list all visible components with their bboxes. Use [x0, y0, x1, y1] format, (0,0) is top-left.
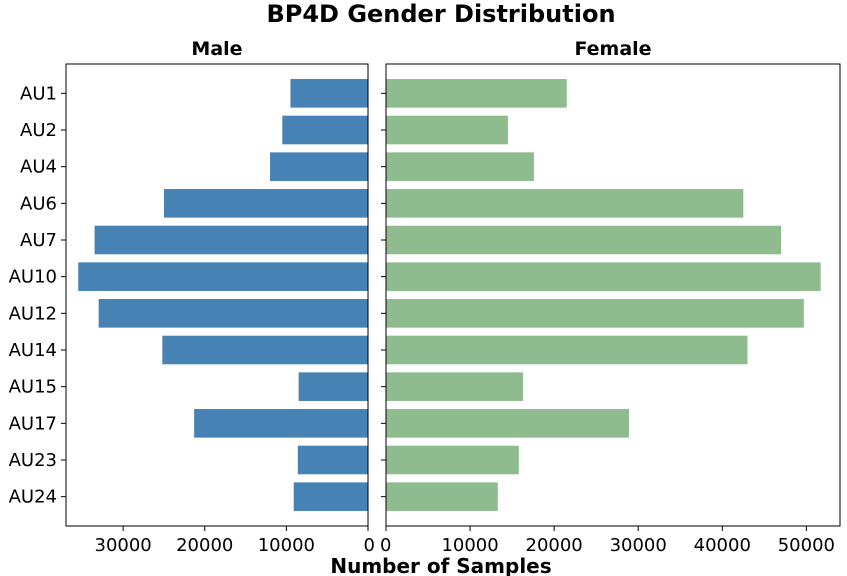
- y-tick-label-au1: AU1: [20, 83, 57, 104]
- y-tick-label-au17: AU17: [9, 413, 57, 434]
- x-axis-label: Number of Samples: [330, 554, 551, 576]
- female-plot-frame: [385, 63, 841, 527]
- y-tick-label-au14: AU14: [9, 340, 57, 361]
- male-plot-frame: [65, 63, 369, 527]
- male-bar-au12: [98, 299, 368, 328]
- male-bar-au6: [163, 189, 368, 218]
- male-panel-title: Male: [191, 38, 242, 60]
- y-tick-label-au4: AU4: [20, 157, 57, 178]
- male-bar-au7: [94, 225, 368, 255]
- female-bar-au6: [386, 189, 744, 218]
- male-bar-au23: [297, 445, 368, 475]
- female-bar-au2: [386, 115, 508, 145]
- female-bar-au12: [386, 299, 804, 328]
- female-bar-au17: [386, 409, 629, 438]
- y-tick-label-au10: AU10: [9, 267, 57, 288]
- female-bar-au4: [386, 152, 534, 181]
- chart-title: BP4D Gender Distribution: [266, 0, 615, 28]
- male-x-tick-label: 0: [364, 535, 375, 556]
- male-bar-au24: [293, 482, 368, 511]
- female-bar-au7: [386, 225, 782, 255]
- y-tick-label-au12: AU12: [9, 303, 57, 324]
- female-x-tick-label: 20000: [526, 535, 583, 556]
- female-x-tick-label: 30000: [610, 535, 667, 556]
- male-bar-au2: [282, 115, 368, 145]
- y-tick-label-au2: AU2: [20, 120, 57, 141]
- female-bar-au14: [386, 335, 748, 365]
- y-tick-label-au7: AU7: [20, 230, 57, 251]
- y-tick-label-au24: AU24: [9, 487, 57, 508]
- female-bar-au10: [386, 262, 821, 291]
- female-x-tick-label: 50000: [778, 535, 835, 556]
- female-bar-au23: [386, 445, 519, 475]
- male-bar-au1: [290, 79, 368, 108]
- female-x-tick-label: 40000: [694, 535, 751, 556]
- female-x-tick-label: 10000: [441, 535, 498, 556]
- female-x-tick-label: 0: [380, 535, 391, 556]
- female-bar-au15: [386, 372, 524, 401]
- male-x-tick-label: 30000: [95, 535, 152, 556]
- female-bar-au1: [386, 79, 567, 108]
- male-bar-au17: [194, 409, 368, 438]
- y-tick-label-au6: AU6: [20, 193, 57, 214]
- male-bar-au14: [162, 335, 368, 365]
- male-x-tick-label: 10000: [258, 535, 315, 556]
- male-bar-au15: [298, 372, 368, 401]
- male-x-tick-label: 20000: [176, 535, 233, 556]
- y-tick-label-au15: AU15: [9, 377, 57, 398]
- female-bar-au24: [386, 482, 498, 511]
- female-panel-title: Female: [574, 38, 651, 60]
- male-bar-au10: [78, 262, 369, 291]
- male-bar-au4: [270, 152, 368, 181]
- y-tick-label-au23: AU23: [9, 450, 57, 471]
